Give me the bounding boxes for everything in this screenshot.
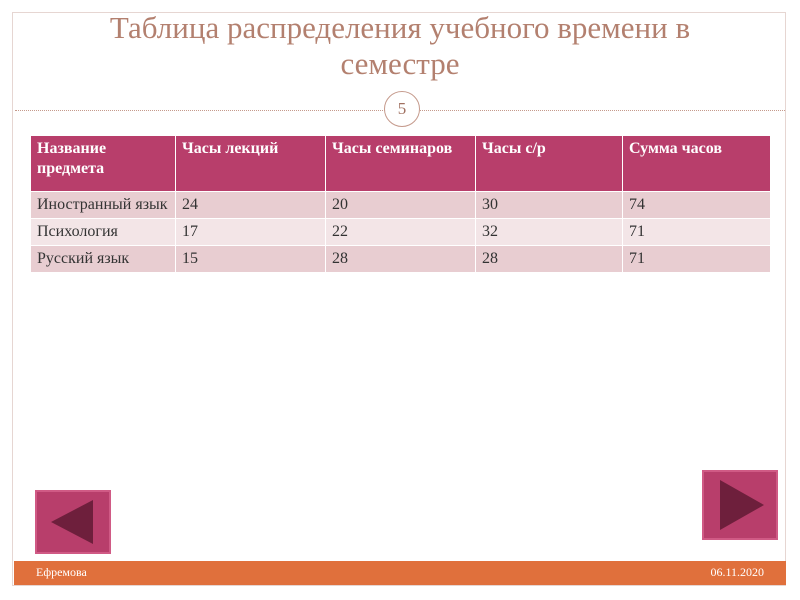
table-cell: 28 (325, 245, 476, 273)
slide-number: 5 (384, 91, 420, 127)
table-cell: 71 (622, 218, 771, 246)
table-cell: 74 (622, 191, 771, 219)
next-arrow (720, 480, 764, 530)
prev-button[interactable] (35, 490, 111, 554)
table: Название предмета Часы лекций Часы семинар… (30, 135, 771, 273)
table-cell: 20 (325, 191, 476, 219)
next-button[interactable] (702, 470, 778, 540)
table-cell: Иностранный язык (30, 191, 176, 219)
footer-bar: Ефремова 06.11.2020 (14, 561, 786, 585)
slide-frame (12, 12, 786, 586)
table-cell: 15 (175, 245, 326, 273)
header-cell: Название предмета (30, 135, 176, 192)
table-cell: 28 (475, 245, 623, 273)
table-cell: 24 (175, 191, 326, 219)
prev-arrow (51, 500, 93, 544)
footer-author: Ефремова (36, 565, 87, 579)
table-cell: 32 (475, 218, 623, 246)
footer-date: 06.11.2020 (710, 565, 764, 579)
table-row: Иностранный язык 24 20 30 74 (30, 191, 771, 219)
header-row: Название предмета Часы лекций Часы семинар… (30, 135, 771, 192)
header-cell: Сумма часов (622, 135, 771, 192)
header-cell: Часы семинаров (325, 135, 476, 192)
table-cell: 30 (475, 191, 623, 219)
table-cell: Психология (30, 218, 176, 246)
header-cell: Часы с/р (475, 135, 623, 192)
table-cell: 22 (325, 218, 476, 246)
title-line: семестре (340, 46, 460, 81)
table-row: Психология 17 22 32 71 (30, 218, 771, 246)
header-cell: Часы лекций (175, 135, 326, 192)
table-body: Иностранный язык 24 20 30 74 Психология 17 22 32… (30, 191, 771, 273)
table-cell: 17 (175, 218, 326, 246)
table-cell: 71 (622, 245, 771, 273)
title-line: Таблица распределения учебного времени в (109, 10, 691, 45)
table-cell: Русский язык (30, 245, 176, 273)
slide-title: Таблица распределения учебного времени в… (20, 10, 780, 82)
table-row: Русский язык 15 28 28 71 (30, 245, 771, 273)
